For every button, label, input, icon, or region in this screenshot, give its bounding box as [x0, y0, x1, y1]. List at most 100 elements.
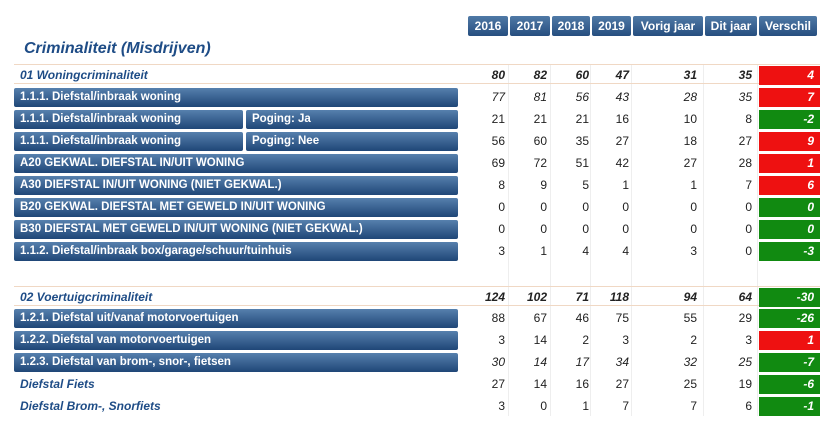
- cell-col-2016: 56: [491, 134, 505, 148]
- row-label[interactable]: 1.1.1. Diefstal/inbraak woning: [14, 110, 243, 129]
- cell-col-dit-jaar: 19: [738, 377, 752, 391]
- cell-col-vorig-jaar: 25: [683, 377, 697, 391]
- row-label[interactable]: 1.1.1. Diefstal/inbraak woning: [14, 88, 458, 107]
- row-label[interactable]: 1.2.2. Diefstal van motorvoertuigen: [14, 331, 458, 350]
- cell-col-vorig-jaar: 0: [690, 222, 697, 236]
- cell-col-verschil: -30: [759, 288, 820, 307]
- cell-col-2016: 69: [491, 156, 505, 170]
- cell-col-2017: 14: [533, 377, 547, 391]
- cell-col-verschil: 0: [759, 220, 820, 239]
- cell-col-dit-jaar: 0: [745, 200, 752, 214]
- row-label[interactable]: B30 DIEFSTAL MET GEWELD IN/UIT WONING (N…: [14, 220, 458, 239]
- table-row: A20 GEKWAL. DIEFSTAL IN/UIT WONING 69 72 51…: [14, 153, 820, 173]
- cell-col-2018: 46: [575, 311, 589, 325]
- cell-col-dit-jaar: 35: [738, 68, 752, 82]
- cell-col-dit-jaar: 28: [738, 156, 752, 170]
- cell-col-vorig-jaar: 1: [690, 178, 697, 192]
- cell-col-verschil: 7: [759, 88, 820, 107]
- cell-col-dit-jaar: 7: [745, 178, 752, 192]
- header-col-2017: 2017: [510, 16, 550, 36]
- cell-col-2016: 0: [498, 222, 505, 236]
- cell-col-2019: 42: [615, 156, 629, 170]
- cell-col-2017: 21: [533, 112, 547, 126]
- group-row: 02 Voertuigcriminaliteit 124 102 71 118 94 64-…: [14, 286, 820, 307]
- cell-col-2019: 27: [615, 134, 629, 148]
- cell-col-2018: 17: [575, 355, 589, 369]
- row-label[interactable]: 1.2.1. Diefstal uit/vanaf motorvoertuige…: [14, 309, 458, 328]
- cell-col-vorig-jaar: 3: [690, 244, 697, 258]
- row-label[interactable]: A20 GEKWAL. DIEFSTAL IN/UIT WONING: [14, 154, 458, 173]
- cell-col-2017: 67: [533, 311, 547, 325]
- cell-col-2019: 16: [615, 112, 629, 126]
- cell-col-2017: 0: [540, 222, 547, 236]
- cell-col-verschil: -1: [759, 397, 820, 416]
- cell-col-2016: 77: [491, 90, 505, 104]
- row-sublabel[interactable]: Poging: Ja: [246, 110, 458, 129]
- cell-col-2017: 81: [533, 90, 547, 104]
- cell-col-2016: 3: [498, 244, 505, 258]
- table-row: A30 DIEFSTAL IN/UIT WONING (NIET GEKWAL.…: [14, 175, 820, 195]
- cell-col-2017: 0: [540, 200, 547, 214]
- cell-col-vorig-jaar: 27: [683, 156, 697, 170]
- grid-line: [631, 64, 632, 416]
- cell-col-verschil: 4: [759, 66, 820, 85]
- cell-col-2018: 1: [582, 399, 589, 413]
- cell-col-dit-jaar: 27: [738, 134, 752, 148]
- header-col-2018: 2018: [552, 16, 590, 36]
- cell-col-2016: 124: [484, 290, 505, 304]
- row-label[interactable]: A30 DIEFSTAL IN/UIT WONING (NIET GEKWAL.…: [14, 176, 458, 195]
- cell-col-vorig-jaar: 32: [683, 355, 697, 369]
- cell-col-2019: 34: [615, 355, 629, 369]
- cell-col-2018: 71: [575, 290, 589, 304]
- cell-col-2017: 9: [540, 178, 547, 192]
- cell-col-2019: 43: [615, 90, 629, 104]
- cell-col-2019: 4: [622, 244, 629, 258]
- cell-col-2016: 30: [491, 355, 505, 369]
- cell-col-2016: 27: [491, 377, 505, 391]
- cell-col-verschil: -26: [759, 309, 820, 328]
- header-col-2016: 2016: [468, 16, 508, 36]
- header-col-2019: 2019: [592, 16, 631, 36]
- cell-col-2017: 102: [526, 290, 547, 304]
- cell-col-verschil: -7: [759, 353, 820, 372]
- cell-col-2016: 3: [498, 399, 505, 413]
- cell-col-2018: 5: [582, 178, 589, 192]
- cell-col-2017: 14: [533, 355, 547, 369]
- table-row: 1.1.1. Diefstal/inbraak woning 77 81 56 43 28…: [14, 87, 820, 107]
- cell-col-verschil: 9: [759, 132, 820, 151]
- cell-col-2018: 2: [582, 333, 589, 347]
- cell-col-2018: 0: [582, 200, 589, 214]
- cell-col-vorig-jaar: 28: [683, 90, 697, 104]
- row-label[interactable]: 1.1.2. Diefstal/inbraak box/garage/schuu…: [14, 242, 458, 261]
- cell-col-2019: 1: [622, 178, 629, 192]
- cell-col-vorig-jaar: 10: [683, 112, 697, 126]
- table-row: Diefstal Fiets 27 14 16 27 25 19 -6: [14, 374, 820, 394]
- row-label[interactable]: B20 GEKWAL. DIEFSTAL MET GEWELD IN/UIT W…: [14, 198, 458, 217]
- cell-col-2018: 56: [575, 90, 589, 104]
- row-sublabel[interactable]: Poging: Nee: [246, 132, 458, 151]
- cell-col-verschil: -6: [759, 375, 820, 394]
- cell-col-2016: 21: [491, 112, 505, 126]
- row-label: Diefstal Brom-, Snorfiets: [20, 399, 161, 413]
- grid-line: [590, 64, 591, 416]
- cell-col-verschil: 0: [759, 198, 820, 217]
- cell-col-2016: 88: [491, 311, 505, 325]
- table-row: 1.2.2. Diefstal van motorvoertuigen 3 14 2 3…: [14, 330, 820, 350]
- cell-col-2019: 75: [615, 311, 629, 325]
- cell-col-2017: 82: [533, 68, 547, 82]
- grid-line: [703, 64, 704, 416]
- cell-col-2016: 0: [498, 200, 505, 214]
- row-label[interactable]: 1.1.1. Diefstal/inbraak woning: [14, 132, 243, 151]
- cell-col-dit-jaar: 0: [745, 244, 752, 258]
- header-col-vorig-jaar: Vorig jaar: [633, 16, 703, 36]
- row-label[interactable]: 1.2.3. Diefstal van brom-, snor-, fietse…: [14, 353, 458, 372]
- cell-col-dit-jaar: 35: [738, 90, 752, 104]
- cell-col-vorig-jaar: 55: [683, 311, 697, 325]
- cell-col-2019: 27: [615, 377, 629, 391]
- group-label: 02 Voertuigcriminaliteit: [20, 290, 153, 304]
- cell-col-2019: 47: [615, 68, 629, 82]
- row-label: Diefstal Fiets: [20, 377, 95, 391]
- cell-col-dit-jaar: 64: [738, 290, 752, 304]
- cell-col-verschil: 1: [759, 154, 820, 173]
- cell-col-2016: 3: [498, 333, 505, 347]
